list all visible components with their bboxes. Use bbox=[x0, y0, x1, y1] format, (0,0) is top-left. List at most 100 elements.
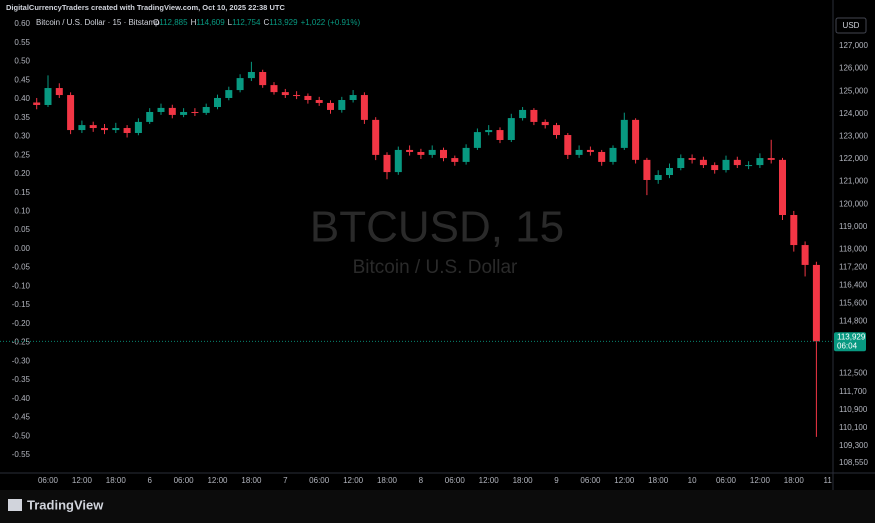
candle-body bbox=[767, 158, 775, 160]
candle-body bbox=[654, 175, 662, 180]
candle-body bbox=[112, 128, 120, 131]
y-tick-label: 122,000 bbox=[839, 154, 868, 163]
x-tick-label: 12:00 bbox=[614, 476, 635, 485]
x-tick-label: 18:00 bbox=[106, 476, 127, 485]
ohlc-key: H bbox=[191, 18, 197, 27]
x-tick-label: 06:00 bbox=[38, 476, 59, 485]
candle-body bbox=[462, 147, 470, 162]
y-tick-label: 121,000 bbox=[839, 177, 868, 186]
x-tick-label: 9 bbox=[554, 476, 559, 485]
y2-tick-label: -0.35 bbox=[12, 375, 31, 384]
candle-body bbox=[711, 165, 719, 171]
candle-body bbox=[677, 158, 685, 169]
y-tick-label: 116,400 bbox=[839, 281, 868, 290]
candle-body bbox=[101, 128, 108, 131]
candle-body bbox=[259, 71, 267, 86]
candle-body bbox=[304, 95, 312, 101]
candle-body bbox=[360, 95, 368, 120]
candle-body bbox=[428, 149, 436, 155]
candle-body bbox=[733, 159, 741, 166]
candle-body bbox=[553, 125, 560, 136]
candle-body bbox=[620, 119, 628, 148]
candle-body bbox=[315, 100, 323, 103]
candle-body bbox=[146, 111, 154, 122]
candle-body bbox=[236, 78, 244, 91]
x-tick-label: 12:00 bbox=[343, 476, 364, 485]
candle-body bbox=[349, 95, 357, 101]
candle-body bbox=[688, 158, 696, 160]
candle-body bbox=[44, 88, 52, 105]
candle-body bbox=[541, 121, 549, 126]
candle-body bbox=[530, 109, 538, 122]
watermark-subtitle: Bitcoin / U.S. Dollar bbox=[353, 257, 518, 278]
y2-tick-label: 0.25 bbox=[14, 150, 30, 159]
x-tick-label: 18:00 bbox=[648, 476, 669, 485]
candle-body bbox=[281, 92, 289, 96]
x-tick-label: 12:00 bbox=[207, 476, 228, 485]
x-tick-label: 11 bbox=[824, 476, 833, 485]
candle-body bbox=[779, 159, 786, 216]
y2-tick-label: -0.50 bbox=[12, 431, 31, 440]
x-tick-label: 6 bbox=[147, 476, 152, 485]
candle-body bbox=[485, 130, 493, 133]
y-tick-label: 127,000 bbox=[839, 41, 868, 50]
x-tick-label: 06:00 bbox=[716, 476, 737, 485]
candle-body bbox=[609, 147, 617, 162]
y-tick-label: 112,500 bbox=[839, 369, 868, 378]
y2-tick-label: 0.40 bbox=[14, 94, 30, 103]
countdown: 06:04 bbox=[837, 341, 858, 350]
y2-tick-label: 0.15 bbox=[14, 188, 30, 197]
y-tick-label: 114,800 bbox=[839, 317, 868, 326]
candle-body bbox=[473, 132, 481, 148]
candle-body bbox=[383, 154, 391, 173]
ohlc-legend: O112,885 H114,609 L112,754 C113,929 +1,022 (… bbox=[153, 18, 360, 27]
candle-body bbox=[519, 109, 527, 119]
candle-body bbox=[372, 119, 380, 155]
x-tick-label: 8 bbox=[419, 476, 424, 485]
candle-body bbox=[496, 130, 504, 140]
candle-body bbox=[270, 85, 278, 93]
candle-body bbox=[180, 111, 188, 115]
candle-body bbox=[417, 151, 425, 155]
ohlc-value: 112,885 bbox=[159, 18, 188, 27]
y-tick-label: 120,000 bbox=[839, 199, 868, 208]
candle-body bbox=[666, 168, 673, 176]
y2-tick-label: 0.45 bbox=[14, 75, 30, 84]
candle-body bbox=[394, 149, 402, 173]
x-tick-label: 12:00 bbox=[479, 476, 500, 485]
x-tick-label: 06:00 bbox=[580, 476, 601, 485]
y-tick-label: 109,300 bbox=[839, 441, 868, 450]
x-tick-label: 12:00 bbox=[750, 476, 771, 485]
candle-body bbox=[89, 125, 97, 129]
candle-body bbox=[451, 158, 459, 162]
y2-tick-label: -0.20 bbox=[12, 319, 31, 328]
attribution: DigitalCurrencyTraders created with Trad… bbox=[6, 3, 285, 12]
candle-body bbox=[406, 149, 414, 152]
y2-tick-label: 0.30 bbox=[14, 132, 30, 141]
candle-body bbox=[586, 149, 594, 152]
candle-body bbox=[327, 102, 334, 110]
currency-button[interactable] bbox=[835, 17, 867, 34]
x-tick-label: 7 bbox=[283, 476, 288, 485]
candle-body bbox=[440, 149, 447, 159]
y2-tick-label: 0.05 bbox=[14, 225, 30, 234]
candle-body bbox=[699, 159, 707, 166]
candle-body bbox=[168, 107, 176, 115]
y2-tick-label: -0.55 bbox=[12, 450, 31, 459]
candle-body bbox=[801, 245, 809, 265]
candle-body bbox=[745, 165, 753, 167]
candle-body bbox=[575, 149, 583, 155]
y-tick-label: 125,000 bbox=[839, 86, 868, 95]
ohlc-key: C bbox=[263, 18, 269, 27]
candle-body bbox=[338, 100, 346, 110]
y-tick-label: 117,200 bbox=[839, 263, 868, 272]
y2-tick-label: -0.30 bbox=[12, 356, 31, 365]
y2-tick-label: -0.40 bbox=[12, 394, 31, 403]
x-tick-label: 06:00 bbox=[309, 476, 330, 485]
candle-body bbox=[293, 95, 301, 97]
y-tick-label: 111,700 bbox=[839, 387, 867, 396]
y2-tick-label: 0.35 bbox=[14, 113, 30, 122]
y2-tick-label: 0.55 bbox=[14, 38, 30, 47]
currency-label: USD bbox=[843, 21, 860, 30]
